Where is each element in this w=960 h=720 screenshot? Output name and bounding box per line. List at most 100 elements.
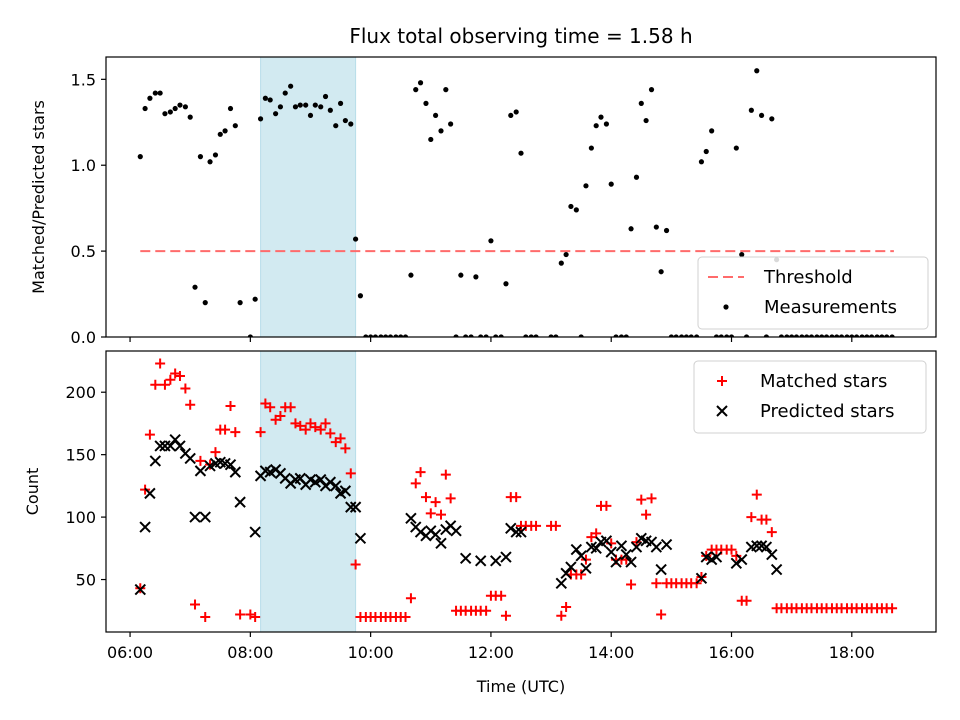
measurement-point [393, 334, 399, 337]
matched-point [190, 599, 201, 610]
predicted-point [324, 476, 337, 488]
matched-point [345, 468, 356, 479]
x-tick-label: 12:00 [468, 643, 514, 662]
legend-label: Predicted stars [760, 401, 894, 422]
predicted-point [229, 466, 242, 478]
predicted-point [315, 473, 327, 486]
matched-point [285, 402, 296, 413]
measurement-point [834, 334, 840, 337]
predicted-point [354, 532, 367, 545]
measurement-point [443, 87, 449, 93]
measurement-point [488, 238, 494, 244]
predicted-point [189, 511, 201, 523]
matched-point [531, 520, 542, 531]
measurement-point [232, 123, 238, 129]
measurement-point [668, 334, 674, 337]
measurement-point [733, 145, 739, 151]
measurement-point [503, 281, 509, 287]
predicted-point [615, 540, 628, 552]
measurement-point [568, 203, 574, 210]
matched-point [159, 379, 170, 390]
measurement-point [448, 121, 454, 127]
measurement-point [884, 334, 890, 337]
predicted-point [510, 526, 522, 538]
predicted-point [450, 525, 462, 537]
measurement-point [508, 112, 514, 119]
measurement-point [147, 95, 153, 101]
measurement-point [778, 334, 785, 337]
predicted-point [505, 522, 517, 535]
measurement-point [182, 104, 188, 110]
matched-point [155, 358, 166, 369]
predicted-point [766, 548, 778, 561]
measurement-point [423, 100, 429, 106]
x-tick-label: 14:00 [588, 643, 634, 662]
measurement-point [553, 334, 559, 337]
measurement-point [533, 334, 539, 337]
bottom-panel-counts: 50 100 150 200 06:00 08:00 10:00 12:00 14:00 16:0… [23, 350, 937, 662]
measurement-point [257, 116, 264, 122]
measurement-point [453, 334, 459, 337]
predicted-point [144, 487, 156, 500]
matched-point [445, 493, 456, 504]
predicted-point [134, 583, 146, 596]
matched-point [641, 509, 652, 520]
measurement-point [157, 90, 163, 96]
measurement-point [583, 183, 589, 189]
predicted-point [474, 555, 487, 567]
predicted-point [570, 543, 583, 556]
measurement-point [322, 93, 329, 100]
x-tick-label: 08:00 [227, 643, 273, 662]
matched-point [636, 494, 647, 505]
predicted-point [655, 563, 667, 576]
x-tick-label: 10:00 [348, 643, 394, 662]
measurement-point [678, 334, 685, 337]
matched-point [295, 420, 306, 431]
measurement-point [663, 227, 670, 234]
matched-point [887, 603, 898, 614]
measurement-point [628, 226, 634, 232]
matched-point [174, 370, 185, 381]
measurement-point [528, 334, 534, 337]
matched-point [325, 428, 336, 439]
matched-point [481, 605, 492, 616]
measurement-point [683, 334, 689, 337]
top-series-measurements [137, 68, 895, 337]
matched-point [726, 544, 737, 555]
predicted-point [580, 562, 592, 575]
predicted-point [429, 528, 442, 541]
measurement-point [724, 334, 730, 337]
measurement-point [227, 105, 234, 112]
measurement-point [709, 128, 715, 134]
measurement-point [789, 334, 795, 337]
measurement-point [337, 100, 344, 106]
predicted-point [249, 526, 261, 538]
bottom-y-tick-label: 50 [76, 571, 96, 590]
measurement-point [598, 114, 604, 120]
predicted-point [600, 535, 613, 547]
x-tick-label: 18:00 [829, 643, 875, 662]
top-y-tick-label: 1.0 [71, 156, 96, 175]
measurement-point [363, 334, 369, 337]
matched-point [656, 609, 667, 620]
measurement-point [804, 334, 810, 337]
measurement-point [633, 174, 640, 180]
measurement-point [297, 102, 303, 108]
matched-point [410, 478, 421, 489]
measurement-point [718, 334, 724, 337]
measurement-point [673, 334, 679, 337]
measurement-point [212, 152, 219, 158]
predicted-point [184, 452, 196, 465]
measurement-point [177, 102, 183, 108]
measurement-point [578, 334, 584, 337]
measurement-point [849, 334, 855, 337]
measurement-point [819, 334, 825, 337]
measurement-point [267, 97, 273, 103]
predicted-point [459, 552, 472, 565]
legend-label: Threshold [763, 267, 853, 288]
measurement-point [808, 334, 815, 337]
predicted-point [224, 458, 237, 471]
top-plot-area [137, 68, 895, 337]
predicted-point [194, 465, 207, 477]
matched-point [436, 509, 447, 520]
